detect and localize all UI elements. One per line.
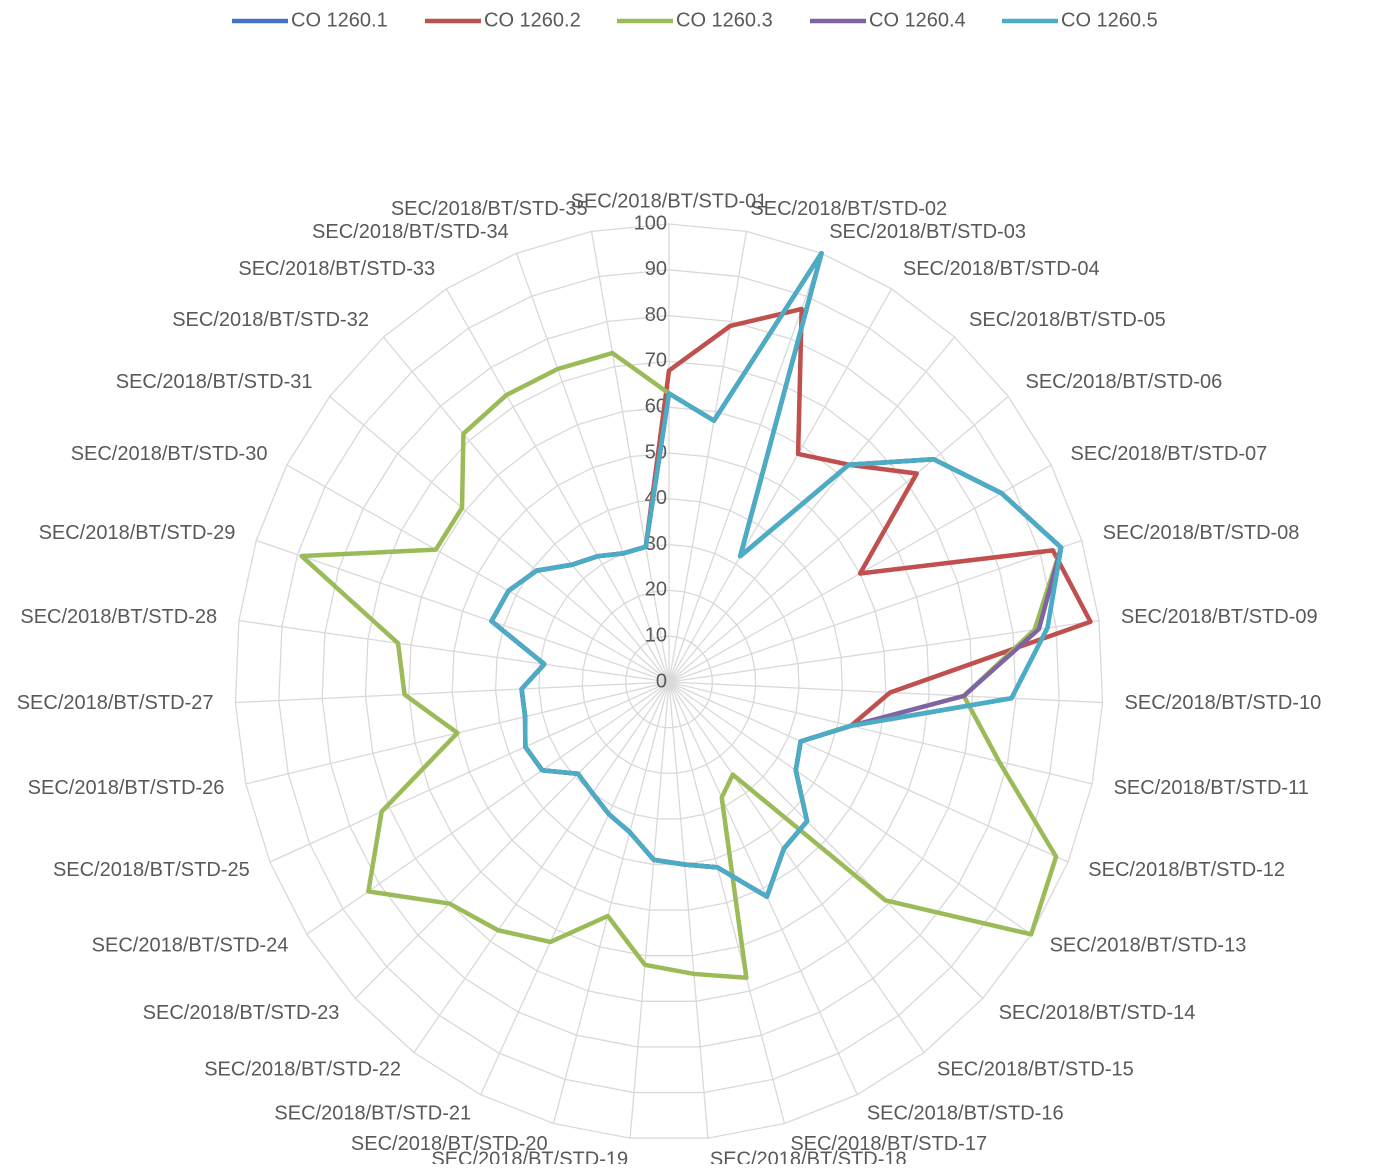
spoke bbox=[515, 252, 670, 683]
spoke bbox=[629, 681, 670, 1139]
spoke bbox=[238, 619, 670, 683]
category-label: SEC/2018/BT/STD-21 bbox=[274, 1103, 471, 1125]
spoke bbox=[286, 464, 670, 683]
spoke bbox=[668, 252, 823, 683]
category-label: SEC/2018/BT/STD-04 bbox=[903, 258, 1100, 280]
spoke bbox=[480, 681, 670, 1095]
category-label: SEC/2018/BT/STD-35 bbox=[391, 198, 588, 220]
spoke bbox=[354, 681, 670, 999]
category-label: SEC/2018/BT/STD-05 bbox=[969, 309, 1166, 331]
legend-label: CO 1260.4 bbox=[869, 9, 966, 31]
category-label: SEC/2018/BT/STD-07 bbox=[1071, 443, 1268, 465]
legend-label: CO 1260.5 bbox=[1061, 9, 1158, 31]
grid-ring bbox=[451, 452, 887, 911]
spoke bbox=[413, 681, 670, 1053]
category-label: SEC/2018/BT/STD-25 bbox=[53, 859, 250, 881]
category-label: SEC/2018/BT/STD-15 bbox=[937, 1059, 1134, 1081]
category-label: SEC/2018/BT/STD-01 bbox=[571, 190, 768, 212]
category-label: SEC/2018/BT/STD-34 bbox=[312, 221, 509, 243]
category-label: SEC/2018/BT/STD-12 bbox=[1088, 859, 1285, 881]
grid-ring bbox=[494, 498, 844, 866]
spoke bbox=[668, 681, 1103, 704]
r-tick-label: 70 bbox=[645, 350, 667, 372]
spoke bbox=[668, 231, 748, 683]
grid-ring bbox=[364, 360, 974, 1002]
spoke bbox=[445, 288, 670, 683]
category-label: SEC/2018/BT/STD-03 bbox=[829, 221, 1026, 243]
spoke bbox=[668, 681, 925, 1053]
category-label: SEC/2018/BT/STD-31 bbox=[116, 371, 313, 393]
series-line bbox=[489, 250, 1064, 899]
r-tick-label: 10 bbox=[645, 624, 667, 646]
category-label: SEC/2018/BT/STD-18 bbox=[710, 1148, 907, 1164]
spoke bbox=[668, 336, 956, 683]
spoke bbox=[668, 619, 1100, 683]
r-tick-label: 90 bbox=[645, 258, 667, 280]
category-label: SEC/2018/BT/STD-33 bbox=[238, 258, 435, 280]
legend-label: CO 1260.2 bbox=[484, 9, 581, 31]
category-label: SEC/2018/BT/STD-29 bbox=[39, 522, 236, 544]
r-tick-label: 30 bbox=[645, 533, 667, 555]
spoke bbox=[668, 395, 1009, 683]
r-tick-label: 100 bbox=[634, 212, 667, 234]
category-label: SEC/2018/BT/STD-02 bbox=[750, 198, 947, 220]
spoke bbox=[668, 681, 1032, 935]
r-tick-label: 20 bbox=[645, 579, 667, 601]
grid-ring bbox=[234, 223, 1104, 1139]
spoke bbox=[668, 681, 1069, 863]
spoke bbox=[382, 336, 670, 683]
category-label: SEC/2018/BT/STD-13 bbox=[1050, 935, 1247, 957]
spoke bbox=[256, 539, 670, 683]
spoke bbox=[235, 681, 670, 704]
category-label: SEC/2018/BT/STD-24 bbox=[92, 935, 289, 957]
category-label: SEC/2018/BT/STD-22 bbox=[204, 1059, 401, 1081]
legend-label: CO 1260.1 bbox=[291, 9, 388, 31]
category-label: SEC/2018/BT/STD-11 bbox=[1114, 777, 1309, 799]
r-tick-label: 80 bbox=[645, 304, 667, 326]
category-label: SEC/2018/BT/STD-28 bbox=[20, 606, 217, 628]
grid-ring bbox=[278, 269, 1060, 1094]
category-label: SEC/2018/BT/STD-08 bbox=[1103, 522, 1300, 544]
category-label: SEC/2018/BT/STD-32 bbox=[172, 309, 369, 331]
series-line bbox=[489, 250, 1064, 899]
category-label: SEC/2018/BT/STD-14 bbox=[999, 1002, 1196, 1024]
category-label: SEC/2018/BT/STD-26 bbox=[28, 777, 225, 799]
grid-ring bbox=[538, 543, 800, 820]
legend-label: CO 1260.3 bbox=[676, 9, 773, 31]
category-label: SEC/2018/BT/STD-30 bbox=[71, 443, 268, 465]
spoke bbox=[668, 681, 984, 999]
r-tick-label: 0 bbox=[656, 670, 667, 692]
category-label: SEC/2018/BT/STD-16 bbox=[867, 1103, 1064, 1125]
grid-ring bbox=[581, 589, 757, 774]
spoke bbox=[329, 395, 670, 683]
spoke bbox=[668, 681, 1093, 785]
category-label: SEC/2018/BT/STD-10 bbox=[1125, 692, 1322, 714]
category-label: SEC/2018/BT/STD-06 bbox=[1026, 371, 1223, 393]
spoke bbox=[668, 288, 893, 683]
spoke bbox=[269, 681, 670, 863]
category-label: SEC/2018/BT/STD-20 bbox=[351, 1133, 548, 1155]
spoke bbox=[552, 681, 670, 1124]
category-label: SEC/2018/BT/STD-17 bbox=[790, 1133, 987, 1155]
series-line bbox=[489, 250, 1064, 899]
spoke bbox=[306, 681, 670, 935]
spoke bbox=[668, 681, 786, 1124]
category-label: SEC/2018/BT/STD-23 bbox=[143, 1002, 340, 1024]
grid-ring bbox=[624, 635, 714, 729]
category-label: SEC/2018/BT/STD-27 bbox=[17, 692, 214, 714]
category-label: SEC/2018/BT/STD-09 bbox=[1121, 606, 1318, 628]
grid-ring bbox=[321, 314, 1017, 1048]
spoke bbox=[590, 231, 670, 683]
spoke bbox=[668, 681, 709, 1139]
spoke bbox=[668, 681, 858, 1095]
spoke bbox=[668, 539, 1082, 683]
grid-ring bbox=[408, 406, 930, 957]
